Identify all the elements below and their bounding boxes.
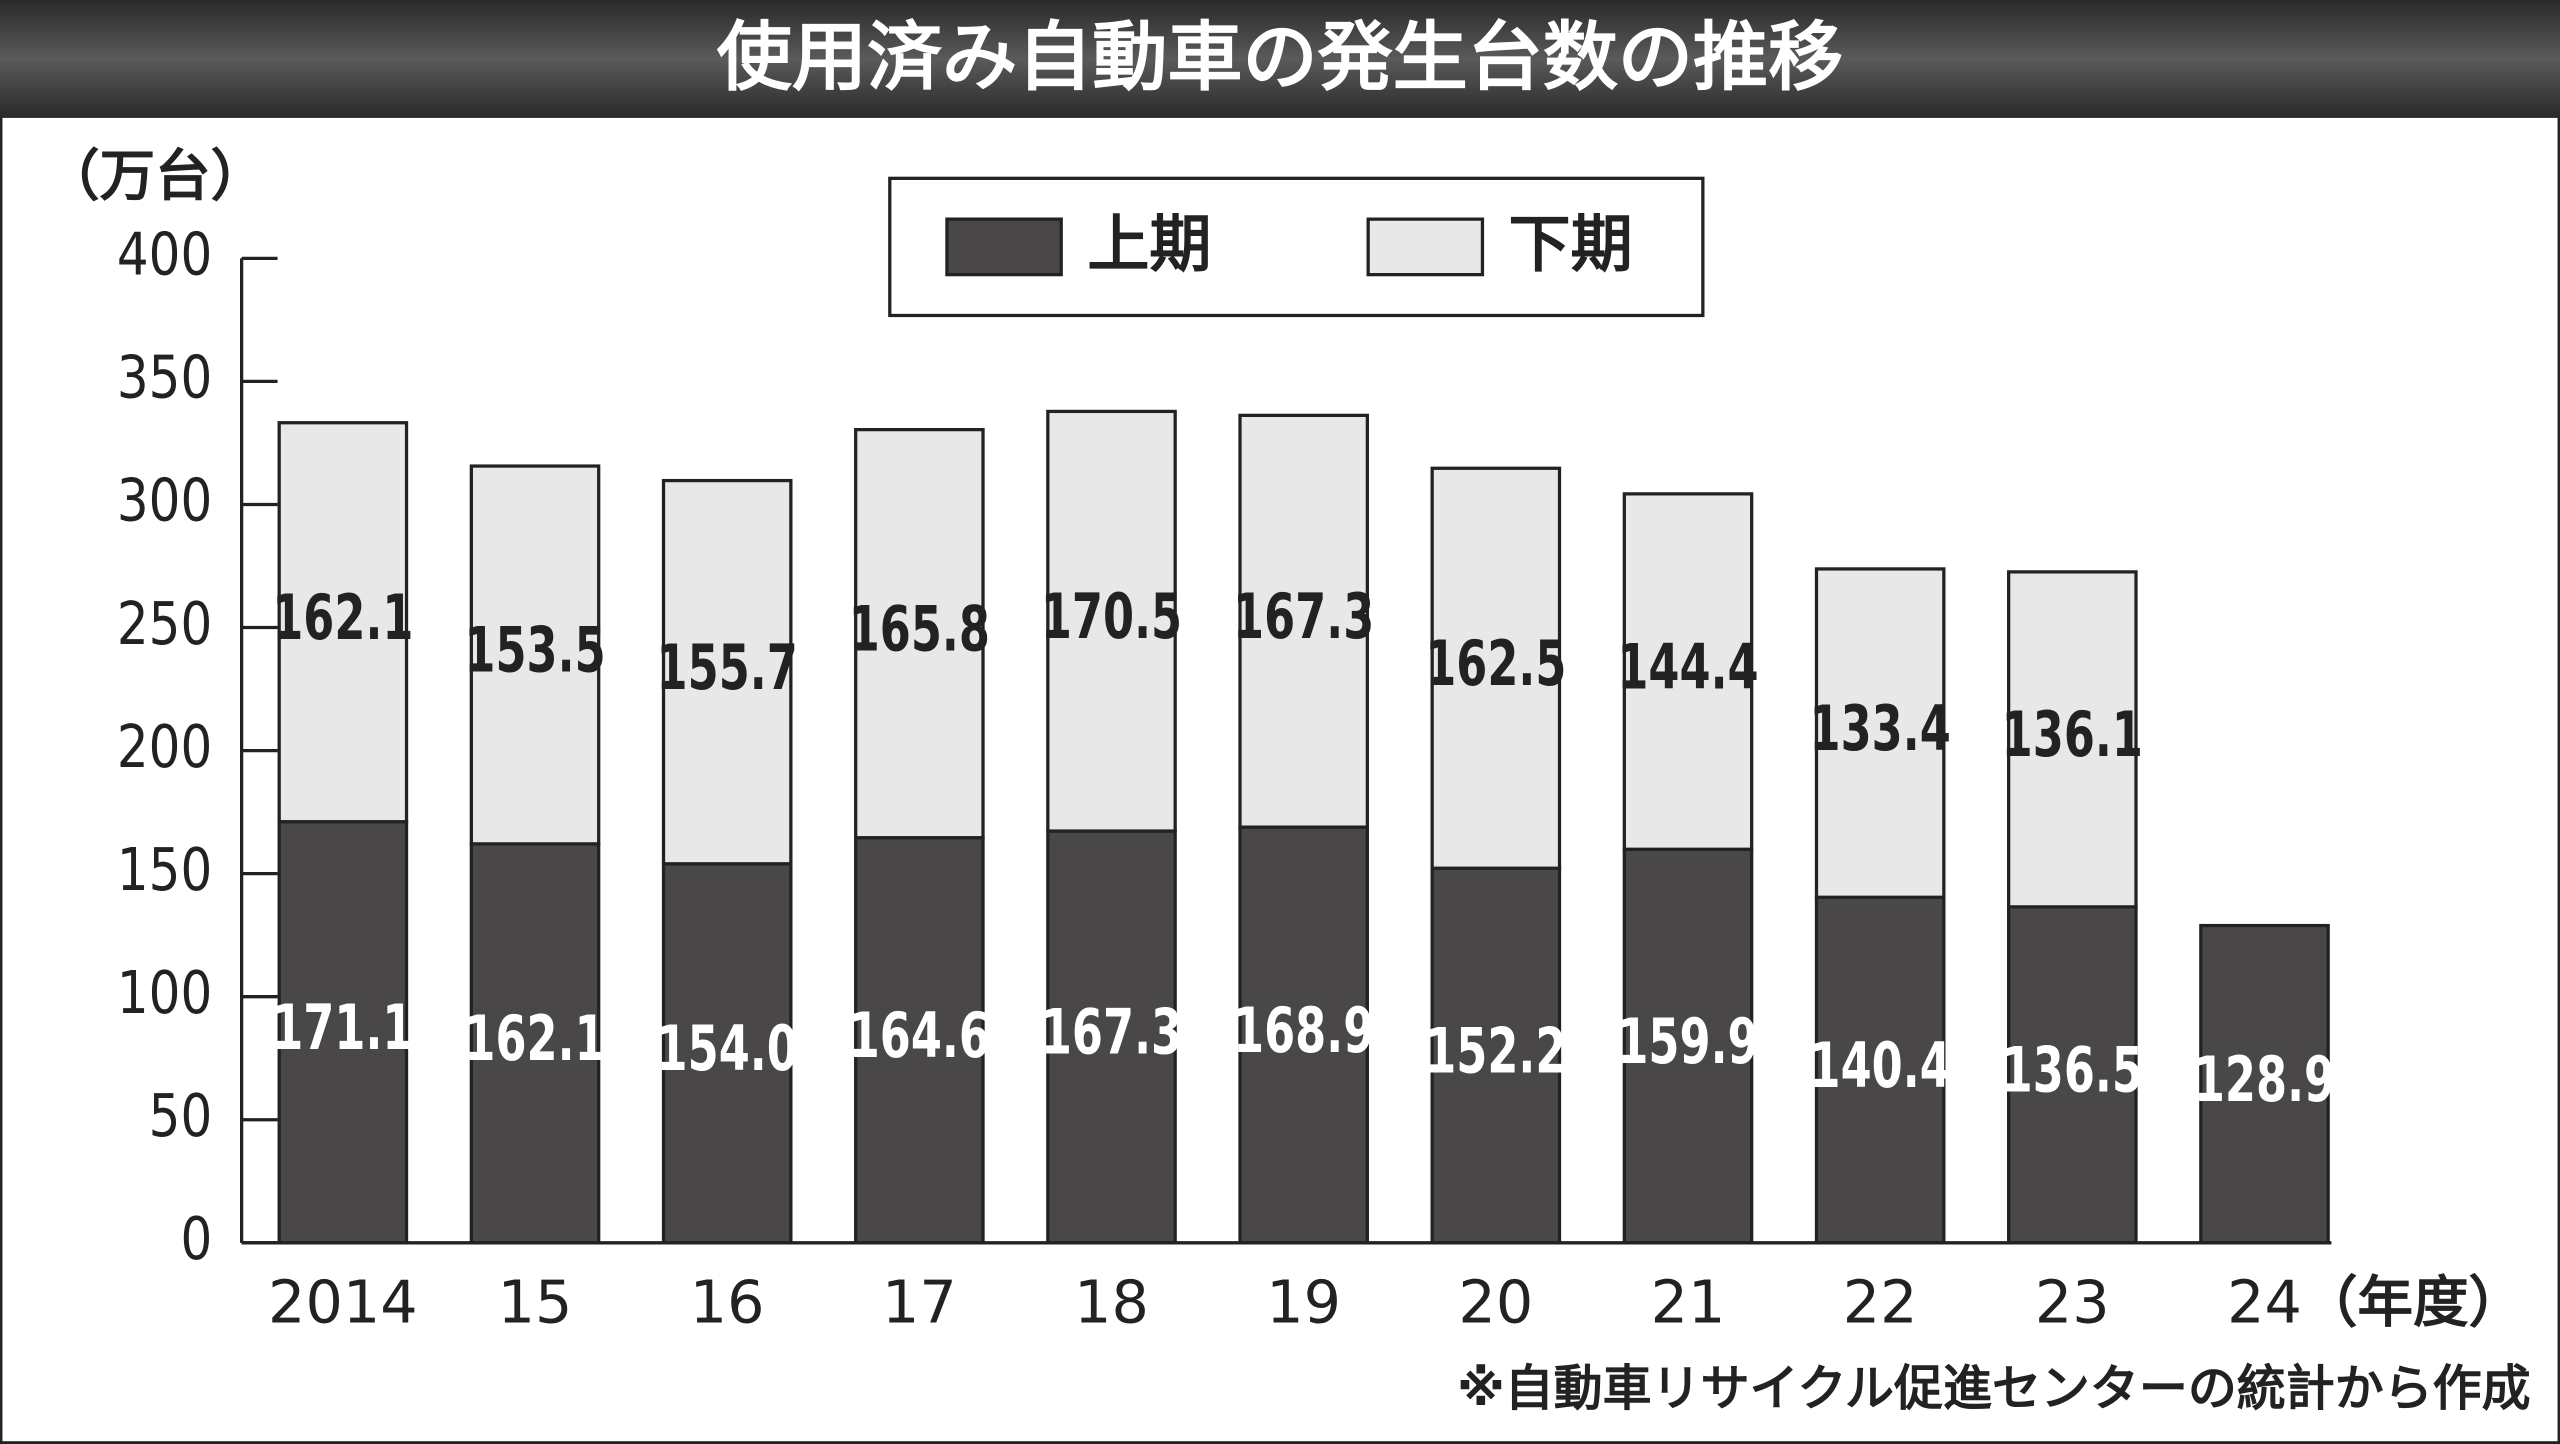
bar-segment xyxy=(1814,895,1946,1245)
y-tick-label: 250 xyxy=(117,589,212,658)
y-axis-label: （万台） xyxy=(44,144,266,209)
x-tick-label: 24 xyxy=(2227,1268,2302,1337)
data-label: 133.4 xyxy=(1810,693,1951,765)
y-tick-label: 200 xyxy=(117,712,212,781)
data-label: 153.5 xyxy=(464,614,605,686)
x-tick-label: 15 xyxy=(498,1268,573,1337)
x-tick-label: 21 xyxy=(1651,1268,1726,1337)
data-label: 136.1 xyxy=(2002,699,2143,771)
chart-title: 使用済み自動車の発生台数の推移 xyxy=(717,13,1843,101)
legend-label: 上期 xyxy=(1087,208,1211,281)
title-bar xyxy=(0,0,2560,118)
bar-segment xyxy=(854,427,985,840)
bar-segment xyxy=(469,464,601,846)
data-label: 162.1 xyxy=(464,1003,605,1075)
x-tick-label: 17 xyxy=(882,1268,957,1337)
y-tick-label: 300 xyxy=(117,466,212,535)
data-label: 159.9 xyxy=(1617,1005,1758,1077)
bar-segment xyxy=(277,820,409,1245)
y-tick-label: 0 xyxy=(180,1204,212,1273)
data-label: 154.0 xyxy=(657,1013,798,1085)
bar-segment xyxy=(1046,409,1177,833)
bar-segment xyxy=(1622,492,1754,851)
data-label: 162.1 xyxy=(272,582,413,654)
x-tick-label: 19 xyxy=(1266,1268,1341,1337)
bar-segment xyxy=(661,862,793,1245)
x-tick-label: 22 xyxy=(1843,1268,1918,1337)
legend-swatch xyxy=(1366,217,1485,277)
data-label: 140.4 xyxy=(1810,1029,1951,1101)
bar-segment xyxy=(661,478,793,866)
data-label: 170.5 xyxy=(1041,581,1182,653)
x-tick-label: 20 xyxy=(1458,1268,1533,1337)
data-label: 128.9 xyxy=(2194,1044,2335,1116)
data-label: 171.1 xyxy=(272,992,413,1064)
y-tick-label: 150 xyxy=(117,835,212,904)
bar-segment xyxy=(1622,847,1754,1245)
y-tick-label: 100 xyxy=(117,958,212,1027)
bar-segment xyxy=(2007,570,2138,909)
x-tick-label: 18 xyxy=(1074,1268,1149,1337)
bar-segment xyxy=(1430,466,1562,870)
bar-segment xyxy=(1814,567,1946,899)
data-label: 155.7 xyxy=(657,632,798,704)
bar-segment xyxy=(277,421,409,824)
y-tick-label: 50 xyxy=(149,1081,213,1150)
data-label: 168.9 xyxy=(1233,994,1374,1066)
source-note: ※自動車リサイクル促進センターの統計から作成 xyxy=(1457,1360,2531,1417)
x-tick-label: 16 xyxy=(690,1268,765,1337)
bar-segment xyxy=(854,836,985,1245)
bar-segment xyxy=(1238,413,1369,829)
data-label: 152.2 xyxy=(1425,1015,1566,1087)
data-label: 167.3 xyxy=(1233,581,1374,653)
x-axis-label: （年度） xyxy=(2302,1271,2524,1336)
x-tick-label: 2014 xyxy=(268,1268,418,1337)
data-label: 144.4 xyxy=(1617,631,1758,703)
legend-label: 下期 xyxy=(1509,208,1633,281)
y-tick-label: 350 xyxy=(117,343,212,412)
data-label: 167.3 xyxy=(1041,996,1182,1068)
data-label: 164.6 xyxy=(849,1000,990,1072)
y-tick-label: 400 xyxy=(117,220,212,289)
data-label: 136.5 xyxy=(2002,1034,2143,1106)
legend-swatch xyxy=(945,217,1063,277)
bar-segment xyxy=(1046,829,1177,1245)
data-label: 162.5 xyxy=(1425,628,1566,700)
x-tick-label: 23 xyxy=(2035,1268,2110,1337)
data-label: 165.8 xyxy=(849,593,990,665)
